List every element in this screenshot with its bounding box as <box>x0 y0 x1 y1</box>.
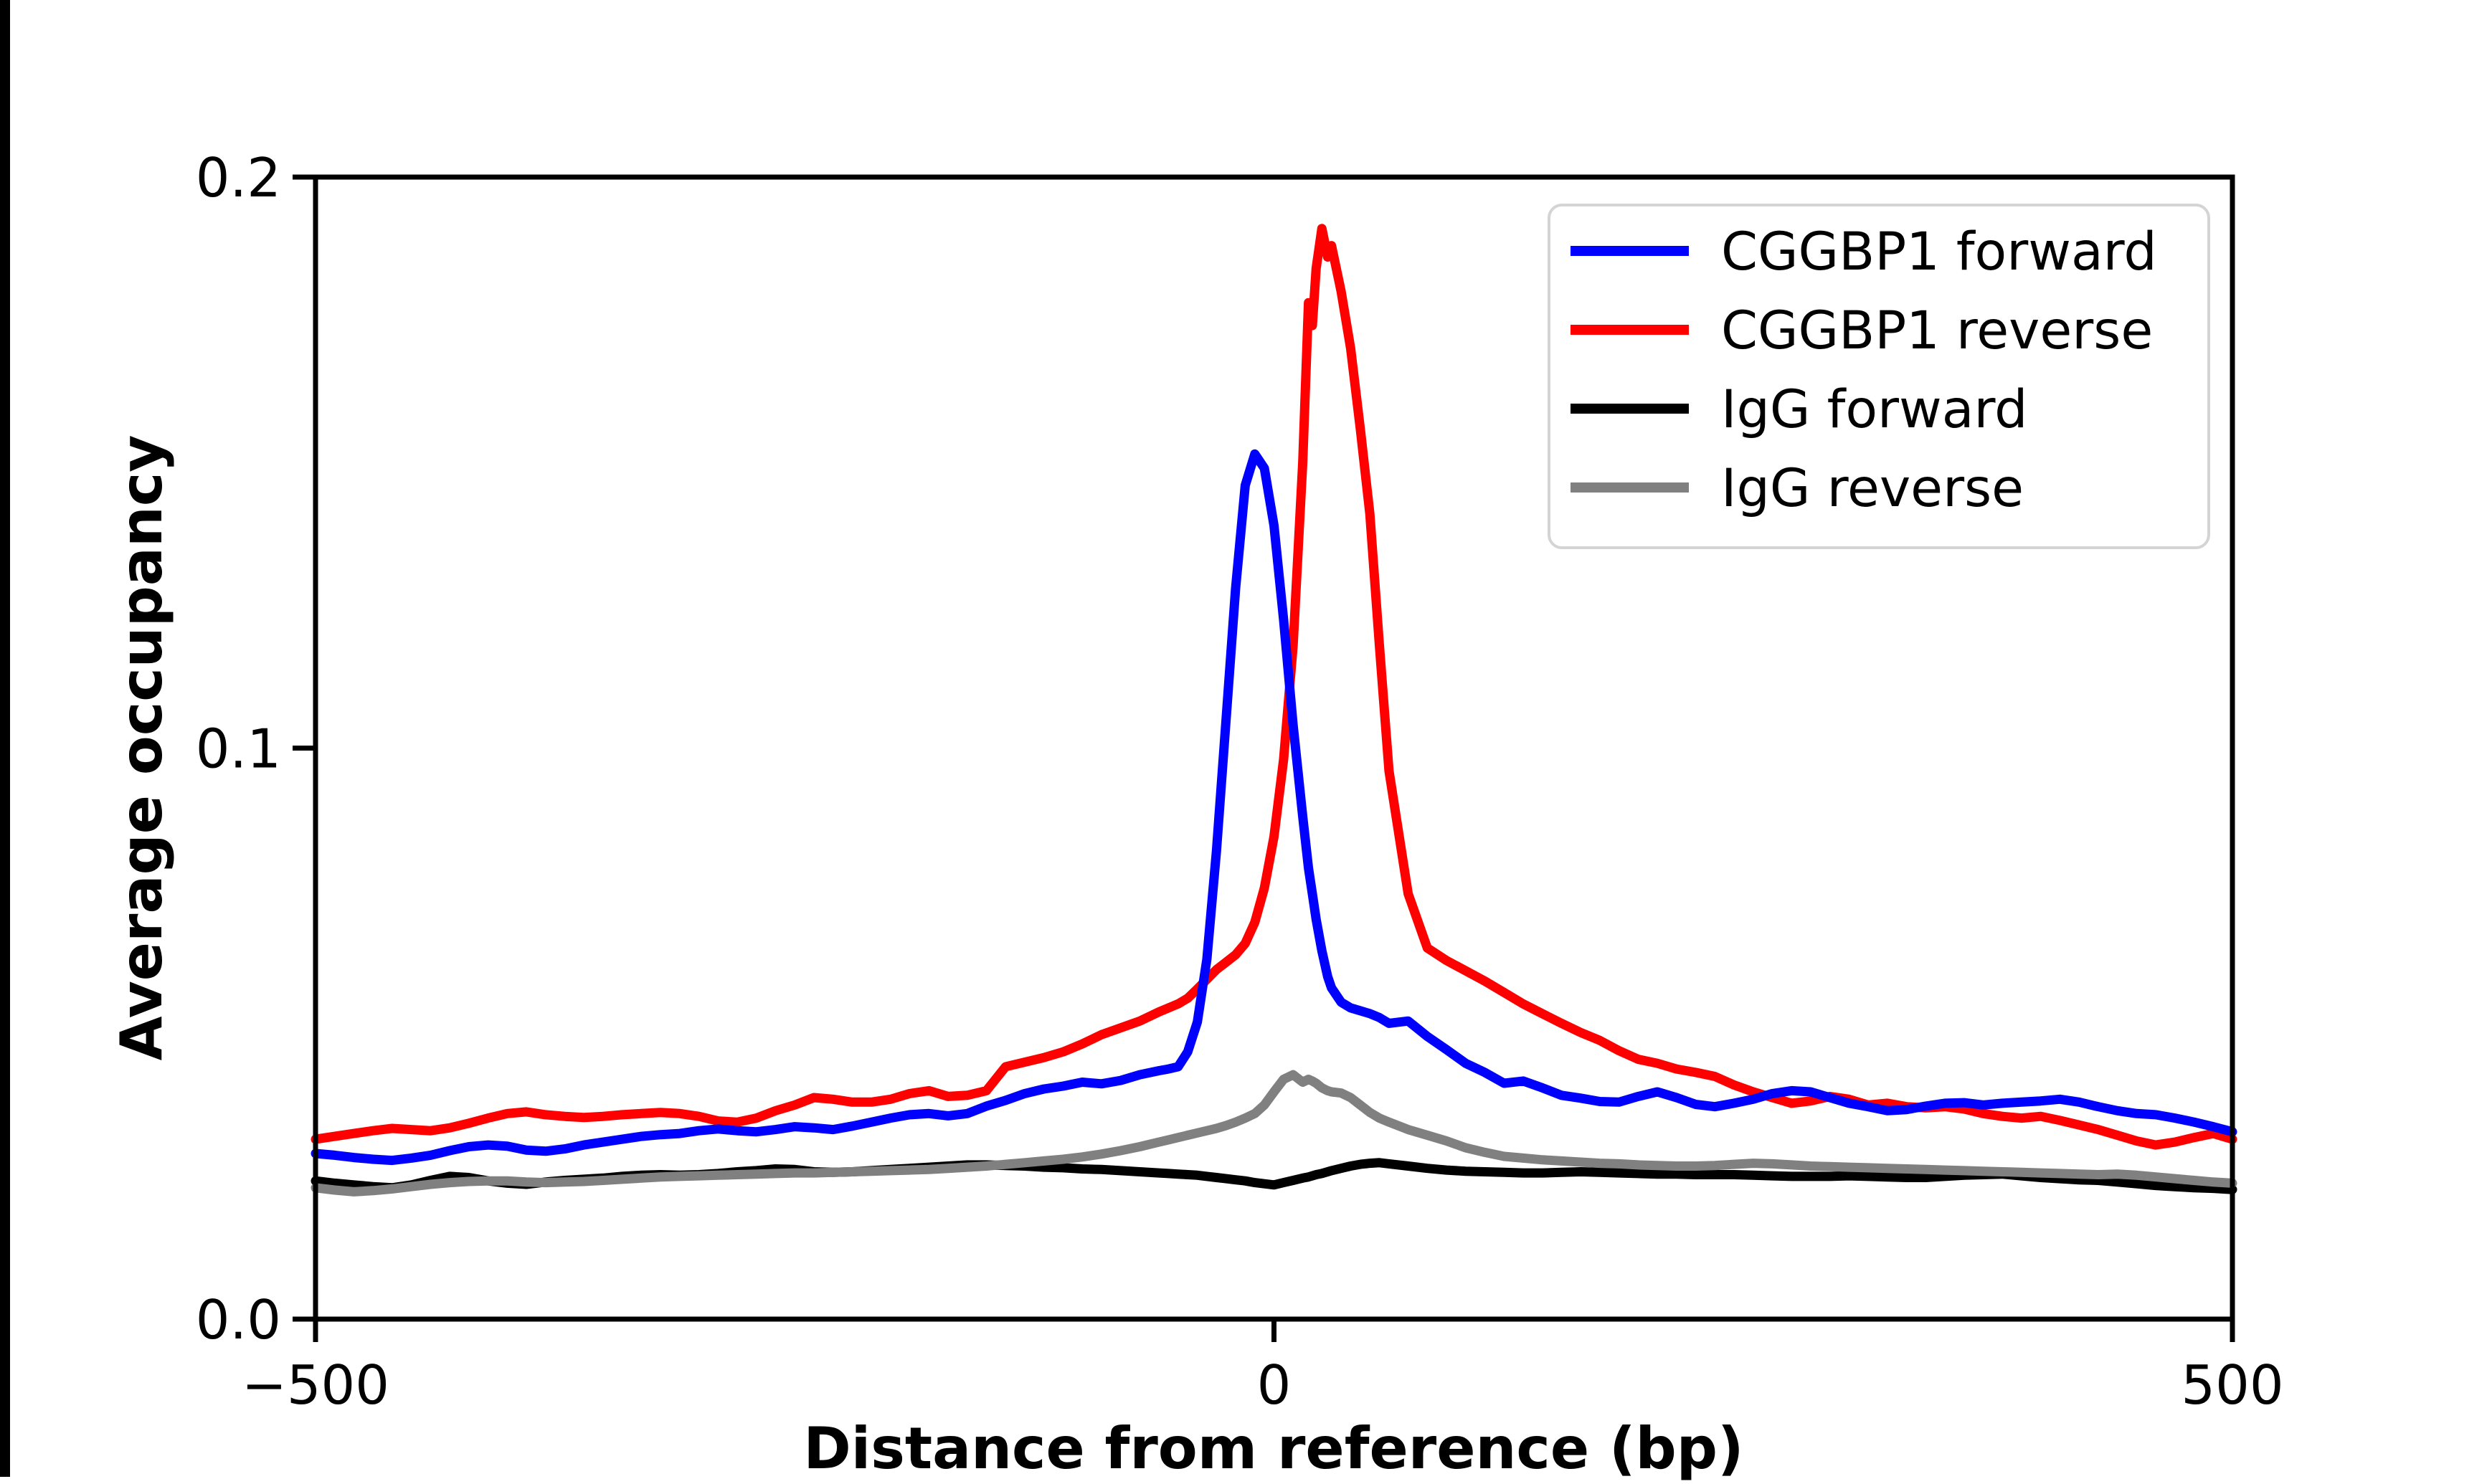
legend-label-cggbp1-reverse: CGGBP1 reverse <box>1721 300 2153 361</box>
x-tick-label: −500 <box>242 1354 389 1417</box>
legend-label-igg-forward: IgG forward <box>1721 379 2028 440</box>
series-group <box>311 224 2237 1197</box>
legend-entry-cggbp1-forward: CGGBP1 forward <box>1571 222 2157 282</box>
y-axis-ticks: 0.0 0.1 0.2 <box>196 146 316 1351</box>
y-axis-label: Average occupancy <box>108 435 175 1061</box>
legend-entry-igg-forward: IgG forward <box>1571 379 2028 440</box>
legend-label-igg-reverse: IgG reverse <box>1721 458 2024 519</box>
x-tick-label: 0 <box>1257 1354 1292 1417</box>
x-axis-ticks: −500 0 500 <box>242 1319 2284 1417</box>
x-tick-label: 500 <box>2181 1354 2283 1417</box>
legend-entry-igg-reverse: IgG reverse <box>1571 458 2024 519</box>
left-edge-bar <box>0 0 10 1477</box>
x-axis-label: Distance from reference (bp) <box>803 1415 1743 1482</box>
legend: CGGBP1 forward CGGBP1 reverse IgG forward I… <box>1548 204 2210 549</box>
series-line-cggbp1-forward <box>311 449 2237 1166</box>
legend-label-cggbp1-forward: CGGBP1 forward <box>1721 222 2157 282</box>
y-tick-label: 0.2 <box>196 146 281 209</box>
legend-frame <box>1548 204 2210 549</box>
y-tick-label: 0.1 <box>196 718 281 781</box>
y-tick-label: 0.0 <box>196 1288 281 1351</box>
legend-entries: CGGBP1 forward CGGBP1 reverse IgG forward I… <box>1571 222 2157 519</box>
legend-entry-cggbp1-reverse: CGGBP1 reverse <box>1571 300 2153 361</box>
series-line-igg-reverse <box>311 1070 2237 1197</box>
